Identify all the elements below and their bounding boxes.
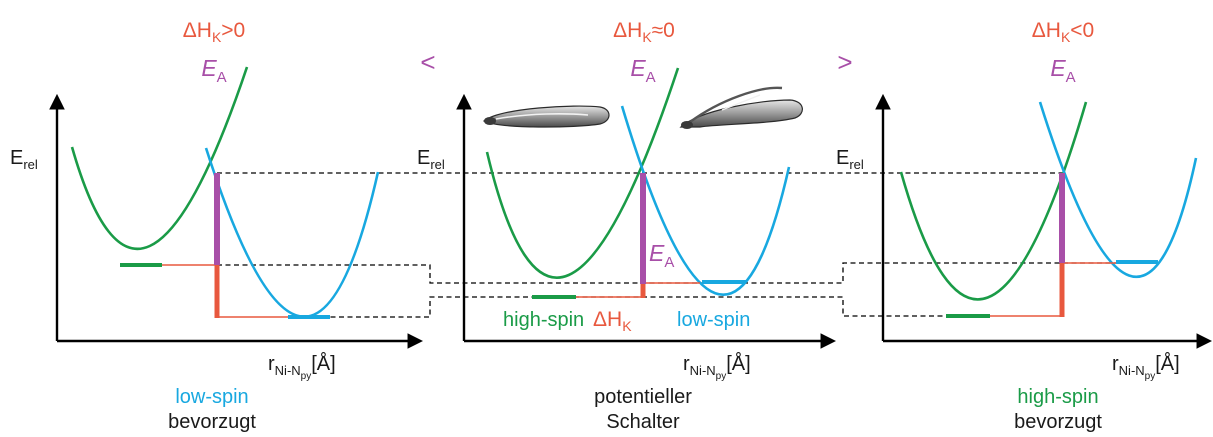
x-axis-label: rNi-Npy[Å] — [1112, 352, 1180, 382]
comparator-greater-than: > — [837, 47, 852, 77]
high-spin-curve — [70, 66, 249, 250]
x-axis-label: rNi-Npy[Å] — [268, 352, 336, 382]
panel-1: Erel rNi-Npy[Å] low-spin bevorzugt — [10, 66, 424, 433]
label-high-spin: high-spin — [503, 309, 584, 331]
caption-low-spin: low-spin — [175, 386, 248, 408]
low-spin-curve — [1038, 101, 1198, 279]
ea-label: EA — [201, 55, 226, 86]
caption-preferred: bevorzugt — [168, 411, 256, 433]
delta-hk-zero-label: ΔHK≈0 — [613, 19, 675, 45]
ea-label: EA — [630, 55, 655, 86]
y-axis-label: Erel — [836, 147, 864, 172]
y-axis-label: Erel — [10, 147, 38, 172]
caption-switch: Schalter — [606, 411, 680, 433]
low-spin-curve — [204, 147, 380, 319]
open-hair-clip-illustration — [679, 86, 803, 129]
closed-hair-clip-illustration — [482, 105, 610, 128]
caption-potential: potentieller — [594, 386, 692, 408]
inner-delta-hk-label: ΔHK — [593, 308, 632, 334]
panel-3: Erel rNi-Npy[Å] high-spin bevorzugt — [836, 93, 1213, 433]
caption-preferred: bevorzugt — [1014, 411, 1102, 433]
panel-2-header: ΔHK≈0 EA — [613, 19, 675, 86]
panel-3-header: ΔHK<0 EA — [1032, 19, 1095, 86]
delta-hk-negative-label: ΔHK<0 — [1032, 19, 1095, 45]
panel-2: Erel rNi-Npy[Å] EA high-spin ΔHK low-spi… — [417, 67, 837, 433]
label-low-spin: low-spin — [677, 309, 750, 331]
high-spin-curve — [899, 101, 1088, 301]
high-spin-curve — [485, 67, 680, 279]
y-axis-label: Erel — [417, 147, 445, 172]
panel-1-header: ΔHK>0 EA — [183, 19, 246, 86]
caption-high-spin: high-spin — [1017, 386, 1098, 408]
x-axis-label: rNi-Npy[Å] — [683, 352, 751, 382]
dashed-guides — [217, 172, 1125, 318]
delta-hk-positive-label: ΔHK>0 — [183, 19, 246, 45]
inner-ea-label: EA — [649, 240, 674, 271]
low-spin-curve — [620, 105, 791, 296]
ea-label: EA — [1050, 55, 1075, 86]
comparator-less-than: < — [420, 47, 435, 77]
